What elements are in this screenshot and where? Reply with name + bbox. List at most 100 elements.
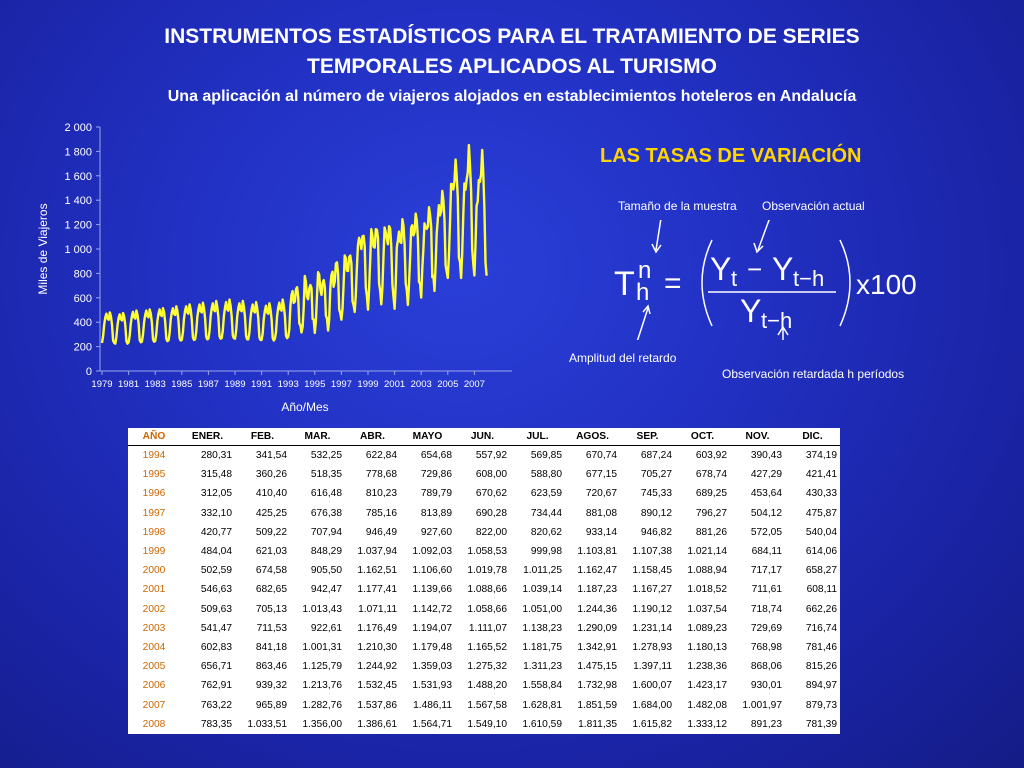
table-row: 1996 312,05 410,40 616,48 810,23 789,79 670,62… [128,484,840,503]
table-value-cell: 1.342,91 [577,641,617,653]
table-value-cell: 1.386,61 [357,718,397,730]
table-value-cell: 608,00 [475,469,507,481]
x-tick-label: 1981 [118,379,139,390]
table-header-cell: ABR. [345,428,400,446]
table-value-cell: 427,29 [750,469,782,481]
table-year-cell: 2005 [142,661,166,673]
table-value-cell: 1.142,72 [412,603,452,615]
table-value-cell: 572,05 [750,526,782,538]
table-value-cell: 674,58 [255,565,287,577]
slide-title-line-2: TEMPORALES APLICADOS AL TURISMO [307,55,717,78]
y-tick-label: 600 [74,293,92,305]
table-value-cell: 420,77 [200,526,232,538]
table-row: 2003 541,47 711,53 922,61 1.176,49 1.194,07 1.… [128,619,840,638]
table-header-cell: MAR. [290,428,345,446]
table-value-cell: 518,35 [310,469,342,481]
table-value-cell: 374,19 [805,450,837,462]
y-tick-label: 800 [74,268,92,280]
table-value-cell: 711,61 [751,584,782,596]
x-tick-label: 2007 [464,379,485,390]
table-value-cell: 1.011,25 [523,565,562,577]
table-value-cell: 603,92 [695,450,727,462]
table-value-cell: 670,62 [475,488,507,500]
table-value-cell: 729,69 [750,622,782,634]
table-value-cell: 687,24 [640,450,672,462]
table-value-cell: 1.213,76 [302,680,342,692]
table-value-cell: 763,22 [200,699,232,711]
table-year-cell: 1999 [142,546,166,558]
y-tick-label: 1 800 [64,146,92,158]
table-value-cell: 678,74 [695,469,727,481]
table-value-cell: 1.092,03 [412,546,452,558]
table-value-cell: 1.549,10 [467,718,507,730]
table-year-cell: 1997 [142,507,166,519]
table-value-cell: 822,00 [475,526,507,538]
table-value-cell: 720,67 [585,488,617,500]
table-value-cell: 891,23 [750,718,782,730]
table-value-cell: 504,12 [750,507,782,519]
table-value-cell: 768,98 [750,641,782,653]
table-value-cell: 1.018,52 [687,584,727,596]
table-value-cell: 718,74 [750,603,782,615]
table-value-cell: 729,86 [420,469,452,481]
numerator-t-minus-h: t−h [793,266,824,291]
table-value-cell: 602,83 [200,641,232,653]
table-value-cell: 813,89 [420,507,452,519]
table-value-cell: 1.244,92 [357,661,397,673]
y-tick-label: 2 000 [64,122,92,134]
table-value-cell: 1.167,27 [632,584,672,596]
x-tick-label: 1987 [198,379,219,390]
formula-n: n [638,257,651,284]
table-value-cell: 332,10 [200,507,232,519]
table-value-cell: 689,25 [695,488,727,500]
table-value-cell: 942,47 [310,584,342,596]
table-value-cell: 421,41 [805,469,837,481]
numerator-y: Y [710,251,731,287]
arrow-sample-size [655,220,662,251]
y-tick-label: 400 [74,317,92,329]
table-value-cell: 540,04 [805,526,837,538]
table-value-cell: 705,13 [255,603,287,615]
table-value-cell: 1.567,58 [467,699,507,711]
table-value-cell: 711,53 [256,622,287,634]
table-row: 2005 656,71 863,46 1.125,79 1.244,92 1.359,03… [128,657,840,676]
table-value-cell: 390,43 [750,450,782,462]
table-value-cell: 1.180,13 [687,641,727,653]
table-year-cell: 2001 [142,584,166,596]
table-value-cell: 778,68 [365,469,397,481]
table-value-cell: 1.238,36 [687,661,727,673]
table-value-cell: 1.333,12 [687,718,727,730]
table-value-cell: 785,16 [365,507,397,519]
table-value-cell: 1.811,35 [578,718,617,730]
table-value-cell: 1.187,23 [577,584,617,596]
table-value-cell: 1.397,11 [633,661,672,673]
table-value-cell: 1.106,60 [412,565,452,577]
table-year-cell: 1994 [142,450,166,462]
formula-h: h [636,279,649,306]
table-value-cell: 841,18 [255,641,287,653]
table-value-cell: 1.610,59 [522,718,562,730]
denominator-t-minus-h: t−h [761,308,792,333]
table-value-cell: 848,29 [310,546,342,558]
table-value-cell: 946,82 [640,526,672,538]
table-year-cell: 1996 [142,488,166,500]
table-year-cell: 2003 [142,622,166,634]
x-tick-label: 1999 [357,379,378,390]
table-value-cell: 1.282,76 [302,699,342,711]
table-value-cell: 1.628,81 [522,699,562,711]
table-value-cell: 280,31 [200,450,232,462]
left-paren [701,239,713,327]
table-value-cell: 608,11 [806,584,837,596]
table-value-cell: 1.088,66 [467,584,507,596]
table-year-cell: 2006 [142,680,166,692]
table-value-cell: 881,08 [585,507,617,519]
table-year-cell: 1995 [142,469,166,481]
table-value-cell: 1.194,07 [412,622,452,634]
table-row: 1999 484,04 621,03 848,29 1.037,94 1.092,03 1.… [128,542,840,561]
table-value-cell: 815,26 [805,661,837,673]
label-lagged-observation: Observación retardada h períodos [722,367,905,381]
table-value-cell: 1.231,14 [632,622,672,634]
denominator-y: Y [740,293,761,329]
numerator-y-lag: Y [772,251,793,287]
table-value-cell: 863,46 [255,661,287,673]
